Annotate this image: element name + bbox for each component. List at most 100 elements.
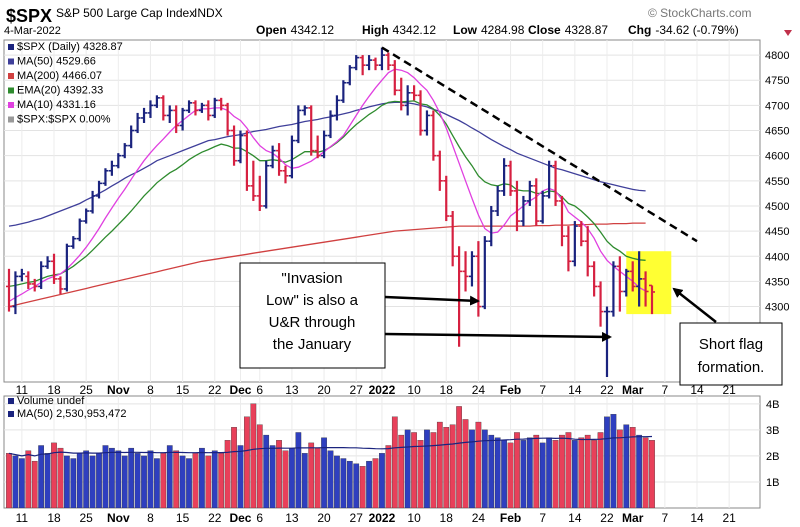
x-tick-label-bottom: Dec [229, 511, 251, 525]
volume-bar [51, 442, 57, 508]
x-tick-label-bottom: 20 [317, 511, 331, 525]
price-bar [462, 251, 469, 292]
price-bar [186, 100, 193, 113]
volume-bar [539, 442, 546, 508]
price-bar [243, 130, 250, 191]
volume-bar [642, 437, 649, 508]
price-bar [526, 180, 533, 206]
price-bar [153, 95, 160, 108]
volume-bar [244, 416, 250, 508]
volume-bar [121, 455, 128, 508]
volume-bar [475, 421, 482, 508]
volume-bar [154, 458, 160, 508]
price-bar [571, 221, 578, 267]
volume-bar [44, 453, 51, 508]
price-tick-label: 4450 [765, 226, 789, 238]
legend-swatch [8, 87, 14, 94]
volume-bar [520, 440, 527, 508]
price-tick-label: 4300 [765, 302, 789, 314]
x-tick-label-bottom: 11 [16, 511, 29, 525]
price-bar [288, 135, 295, 179]
volume-bar [211, 450, 218, 508]
volume-bar [462, 419, 469, 508]
flag-line-1: Short flag [699, 336, 763, 353]
volume-bar [134, 453, 141, 508]
price-bar [597, 281, 604, 327]
price-tick-label: 4400 [765, 251, 789, 263]
volume-bar [115, 450, 122, 508]
volume-bar [308, 442, 315, 508]
price-bar [558, 195, 565, 247]
price-bar [269, 145, 276, 169]
price-bar [629, 261, 636, 292]
x-tick-label: 14 [568, 383, 582, 397]
price-bar [224, 102, 231, 136]
price-bar [340, 80, 347, 103]
price-bar [179, 107, 186, 131]
volume-bar [617, 429, 623, 508]
ma10-line [8, 68, 646, 303]
price-bar [552, 160, 559, 206]
price-bar [423, 110, 430, 136]
volume-bar [565, 432, 572, 508]
price-bar [276, 143, 283, 176]
price-bar [108, 160, 115, 176]
volume-bar [488, 434, 495, 508]
x-tick-label-bottom: 15 [176, 511, 190, 525]
x-tick-label: 8 [147, 383, 154, 397]
volume-bar [398, 434, 405, 508]
price-bar [359, 55, 366, 76]
volume-bar [102, 445, 109, 508]
volume-bar [38, 445, 45, 508]
price-bar [211, 97, 218, 118]
volume-bar [372, 458, 379, 508]
volume-bar [276, 440, 282, 508]
volume-bar [128, 447, 135, 508]
price-bar [63, 243, 70, 292]
price-bar [642, 271, 649, 307]
price-bar [353, 55, 360, 71]
invasion-arrow-2 [384, 331, 612, 342]
legend-swatch [8, 44, 14, 50]
volume-bar [340, 458, 347, 508]
flag-callout-box [679, 322, 783, 386]
price-bar [372, 57, 379, 71]
price-bar [404, 85, 411, 116]
price-bar [198, 102, 205, 113]
x-tick-label-bottom: 21 [722, 511, 736, 525]
price-tick-label: 4350 [765, 276, 789, 288]
ma50-line [8, 101, 646, 227]
price-bar [263, 160, 270, 209]
x-tick-label: 11 [16, 383, 29, 397]
x-tick-label: 21 [722, 383, 736, 397]
x-tick-label: 10 [407, 383, 421, 397]
price-bar [494, 185, 501, 217]
volume-legend-swatch [8, 398, 14, 404]
price-bar [610, 261, 617, 317]
volume-bar [141, 455, 147, 508]
price-bar [449, 211, 456, 267]
volume-bar [404, 429, 411, 508]
x-tick-label: Feb [500, 383, 521, 397]
stockcharts-watermark: © StockCharts.com [648, 6, 752, 20]
flag-line-2: formation. [698, 359, 765, 376]
invasion-callout-box [239, 262, 386, 369]
x-tick-label-bottom: Mar [622, 511, 644, 525]
x-tick-label-bottom: 10 [407, 511, 421, 525]
price-bar [481, 236, 488, 310]
volume-bar [70, 458, 77, 508]
invasion-line-1: "Invasion [281, 270, 342, 287]
price-bar [115, 153, 122, 169]
x-tick-label-bottom: 22 [208, 511, 222, 525]
price-bar [327, 110, 334, 139]
price-bar [578, 221, 585, 247]
price-bar [44, 256, 51, 269]
price-bar [391, 60, 398, 96]
volume-bar [552, 440, 559, 508]
x-tick-label-bottom: 24 [472, 511, 486, 525]
volume-bar [166, 445, 173, 508]
volume-bar [514, 432, 520, 508]
volume-bar [623, 424, 630, 508]
volume-bar [417, 440, 424, 508]
price-bar [411, 85, 418, 101]
